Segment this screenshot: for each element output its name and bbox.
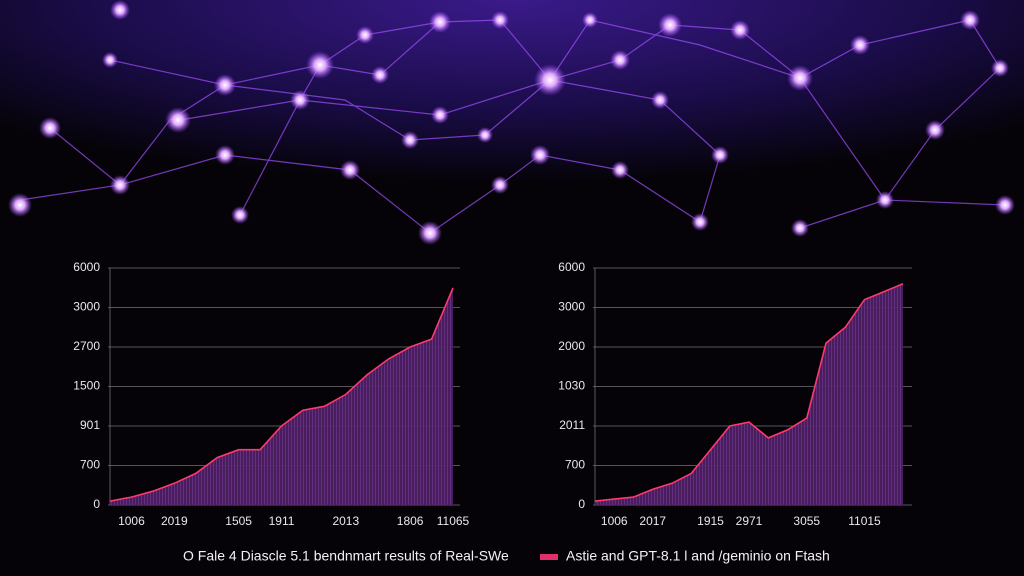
y-tick-label: 901 [80, 418, 100, 432]
y-tick-label: 0 [578, 497, 585, 511]
y-tick-label: 2011 [559, 418, 585, 432]
caption: O Fale 4 Diascle 5.1 bendnmart results o… [183, 548, 509, 564]
line [594, 283, 904, 502]
caption: Astie and GPT-8.1 l and /geminio on Ftas… [566, 548, 830, 564]
x-tick-label: 2017 [639, 514, 666, 528]
y-tick-label: 1030 [558, 379, 585, 393]
x-tick-label: 11015 [848, 514, 881, 528]
y-tick-label: 2000 [558, 339, 585, 353]
y-tick-label: 700 [565, 458, 585, 472]
x-tick-label: 11065 [437, 514, 470, 528]
background-glow [0, 0, 1024, 260]
area [110, 287, 453, 505]
x-tick-label: 1006 [601, 514, 628, 528]
y-tick-label: 700 [80, 458, 100, 472]
x-tick-label: 1806 [397, 514, 424, 528]
line [109, 287, 454, 502]
x-tick-label: 1915 [697, 514, 724, 528]
x-tick-label: 1911 [269, 514, 295, 528]
legend-swatch [540, 554, 558, 560]
x-tick-label: 1006 [118, 514, 145, 528]
network-nodes [8, 0, 1015, 245]
y-tick-label: 6000 [558, 260, 585, 274]
y-tick-label: 2700 [73, 339, 100, 353]
y-tick-label: 1500 [73, 379, 100, 393]
x-tick-label: 1505 [225, 514, 252, 528]
x-tick-label: 2019 [161, 514, 188, 528]
charts: 0 700 901 1500 2700 3000 6000 1006 2019 1505 1911 2… [73, 260, 912, 564]
y-tick-label: 3000 [73, 300, 100, 314]
y-tick-label: 3000 [558, 300, 585, 314]
x-tick-label: 2971 [736, 514, 763, 528]
x-tick-label: 2013 [332, 514, 359, 528]
y-tick-label: 6000 [73, 260, 100, 274]
area [595, 283, 903, 505]
x-tick-label: 3055 [793, 514, 820, 528]
y-tick-label: 0 [93, 497, 100, 511]
